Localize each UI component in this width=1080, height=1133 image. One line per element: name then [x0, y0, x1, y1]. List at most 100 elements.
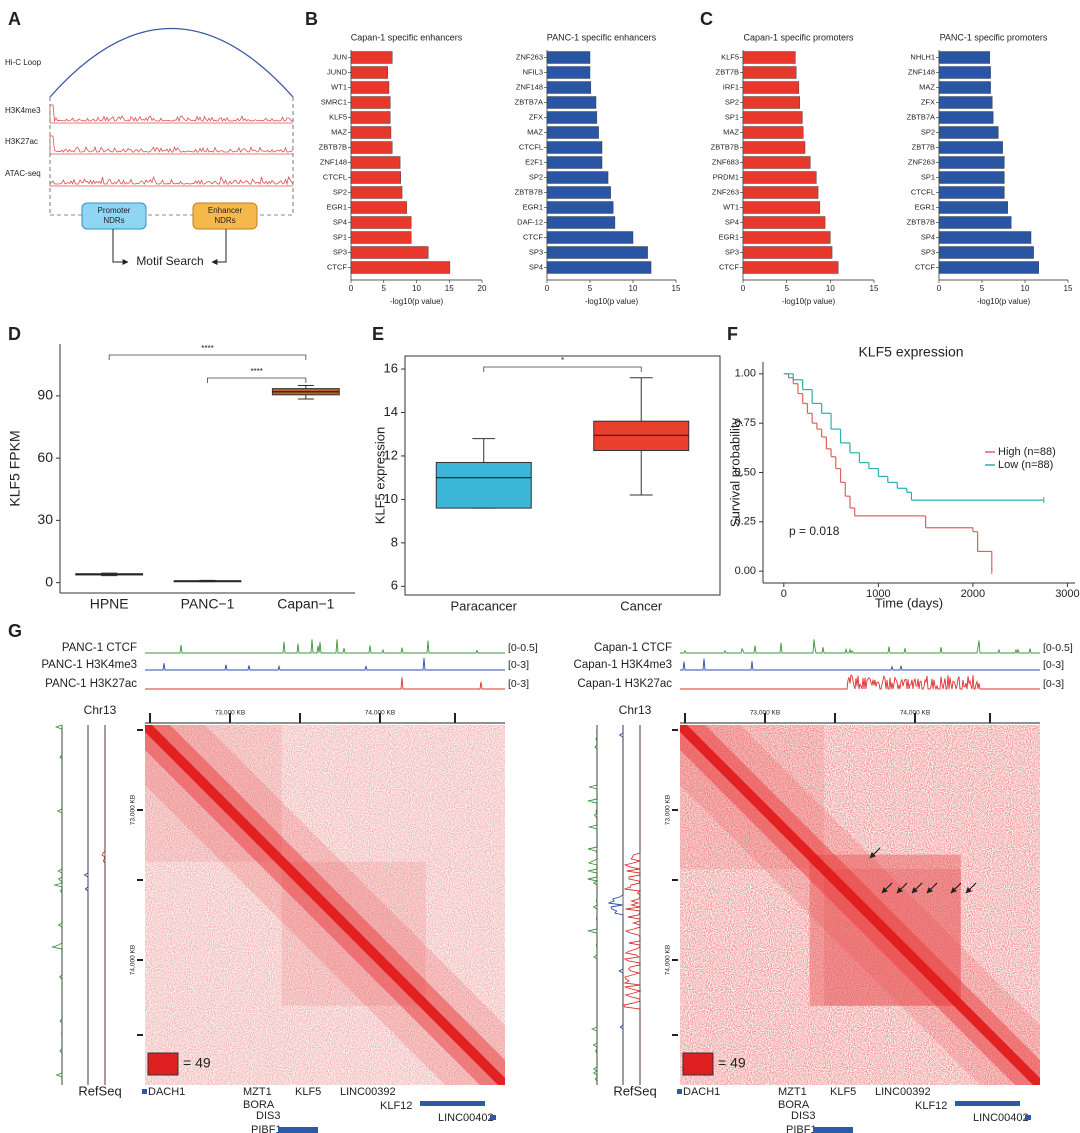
scale-swatch — [682, 1052, 714, 1076]
bar — [742, 261, 839, 274]
bar — [742, 246, 833, 259]
bar — [742, 171, 817, 184]
category-label: CTCFL — [911, 187, 935, 196]
category-label: ZNF263 — [908, 157, 935, 166]
bar — [546, 201, 614, 214]
connector — [112, 229, 129, 265]
category-label: ZFX — [529, 112, 543, 121]
bar — [742, 216, 826, 229]
gene-label: DACH1 — [683, 1086, 720, 1098]
chrom-label: Chr13 — [619, 703, 652, 717]
hic-loop-arc — [49, 28, 294, 98]
x-tick-label: 0 — [937, 284, 942, 293]
bar — [546, 216, 616, 229]
bar — [742, 201, 821, 214]
track-range: [0-0.5] — [1043, 642, 1073, 654]
category-label: KLF5 — [721, 52, 739, 61]
x-tick-label: 10 — [412, 284, 421, 293]
x-tick-label: 0 — [349, 284, 354, 293]
hic-diagonal-core — [145, 725, 505, 1085]
category-label: ZBTB7B — [711, 142, 739, 151]
category-label: SP2 — [333, 187, 347, 196]
category-label: NHLH1 — [910, 52, 935, 61]
x-axis-label: -log10(p value) — [782, 297, 836, 306]
x-axis-label: -log10(p value) — [585, 297, 639, 306]
panel-letter: C — [700, 9, 713, 29]
bar — [742, 96, 800, 109]
bar — [546, 141, 603, 154]
chart-title: PANC-1 specific enhancers — [547, 32, 657, 42]
bar — [742, 81, 800, 94]
bar — [742, 111, 803, 124]
significance-bracket — [483, 366, 642, 372]
motif-search: Motif Search — [136, 254, 203, 268]
category-label: MAZ — [919, 82, 935, 91]
loop-arrow — [926, 882, 938, 894]
signal-track — [680, 674, 1040, 691]
loop-arrow — [950, 882, 962, 894]
y-tick-label: 60 — [37, 449, 53, 465]
y-tick-label: 1.00 — [735, 368, 756, 380]
ndr-label: Enhancer — [208, 206, 243, 215]
signal-track — [49, 104, 294, 123]
significance-label: * — [561, 356, 564, 365]
x-tick-label: 15 — [1064, 284, 1073, 293]
category-label: ZBTB7B — [319, 142, 347, 151]
x-tick-label: 1000 — [866, 588, 890, 600]
track-range: [0-0.5] — [508, 642, 538, 654]
loop-arrow — [896, 882, 908, 894]
bar — [350, 96, 391, 109]
signal-track — [680, 658, 1040, 671]
bar — [938, 201, 1009, 214]
category-label: NFIL3 — [523, 67, 543, 76]
chart-title: PANC-1 specific promoters — [940, 32, 1048, 42]
panel-letter: B — [305, 9, 318, 29]
bar — [350, 201, 407, 214]
gene-model — [420, 1101, 485, 1106]
gene-model — [1025, 1115, 1031, 1120]
bar — [546, 156, 603, 169]
x-tick-label: 0 — [741, 284, 746, 293]
track-label: PANC-1 H3K4me3 — [41, 659, 137, 671]
bar — [350, 81, 390, 94]
gene-label: LINC00402 — [438, 1112, 494, 1124]
category-label: SP1 — [333, 232, 347, 241]
category-label: ZNF148 — [516, 82, 543, 91]
category-label: ZBTB7A — [907, 112, 935, 121]
track-label: Capan-1 H3K27ac — [577, 678, 672, 690]
category-label: MAZ — [331, 127, 347, 136]
category-label: SP4 — [333, 217, 347, 226]
bar — [938, 141, 1003, 154]
panel-letter: A — [8, 9, 21, 29]
category-label: JUND — [327, 67, 348, 76]
loop-arrow — [965, 882, 977, 894]
category-label: SP3 — [921, 247, 935, 256]
x-tick-label: Capan−1 — [277, 596, 334, 612]
bar — [350, 171, 401, 184]
category-label: PRDM1 — [713, 172, 739, 181]
kb-label: 74,000 KB — [365, 710, 395, 717]
category-label: CTCF — [915, 262, 935, 271]
category-label: SP2 — [529, 172, 543, 181]
y-axis-label: KLF5 expression — [372, 427, 387, 525]
significance-bracket — [108, 354, 307, 360]
ndr-box — [192, 202, 258, 230]
bar — [546, 126, 599, 139]
bar — [938, 156, 1005, 169]
bar — [742, 126, 804, 139]
gene-model — [677, 1089, 682, 1094]
category-label: CTCFL — [323, 172, 347, 181]
bar — [546, 81, 592, 94]
y-tick-label: 6 — [391, 578, 398, 593]
track-range: [0-3] — [1043, 678, 1064, 690]
track-range: [0-3] — [1043, 659, 1064, 671]
category-label: JUN — [332, 52, 347, 61]
gene-label: KLF12 — [915, 1100, 947, 1112]
track-label: PANC-1 CTCF — [62, 642, 137, 654]
panel-letter: D — [8, 324, 21, 344]
gene-model — [955, 1101, 1020, 1106]
bar — [938, 111, 994, 124]
scale-swatch — [147, 1052, 179, 1076]
x-tick-label: 15 — [870, 284, 879, 293]
